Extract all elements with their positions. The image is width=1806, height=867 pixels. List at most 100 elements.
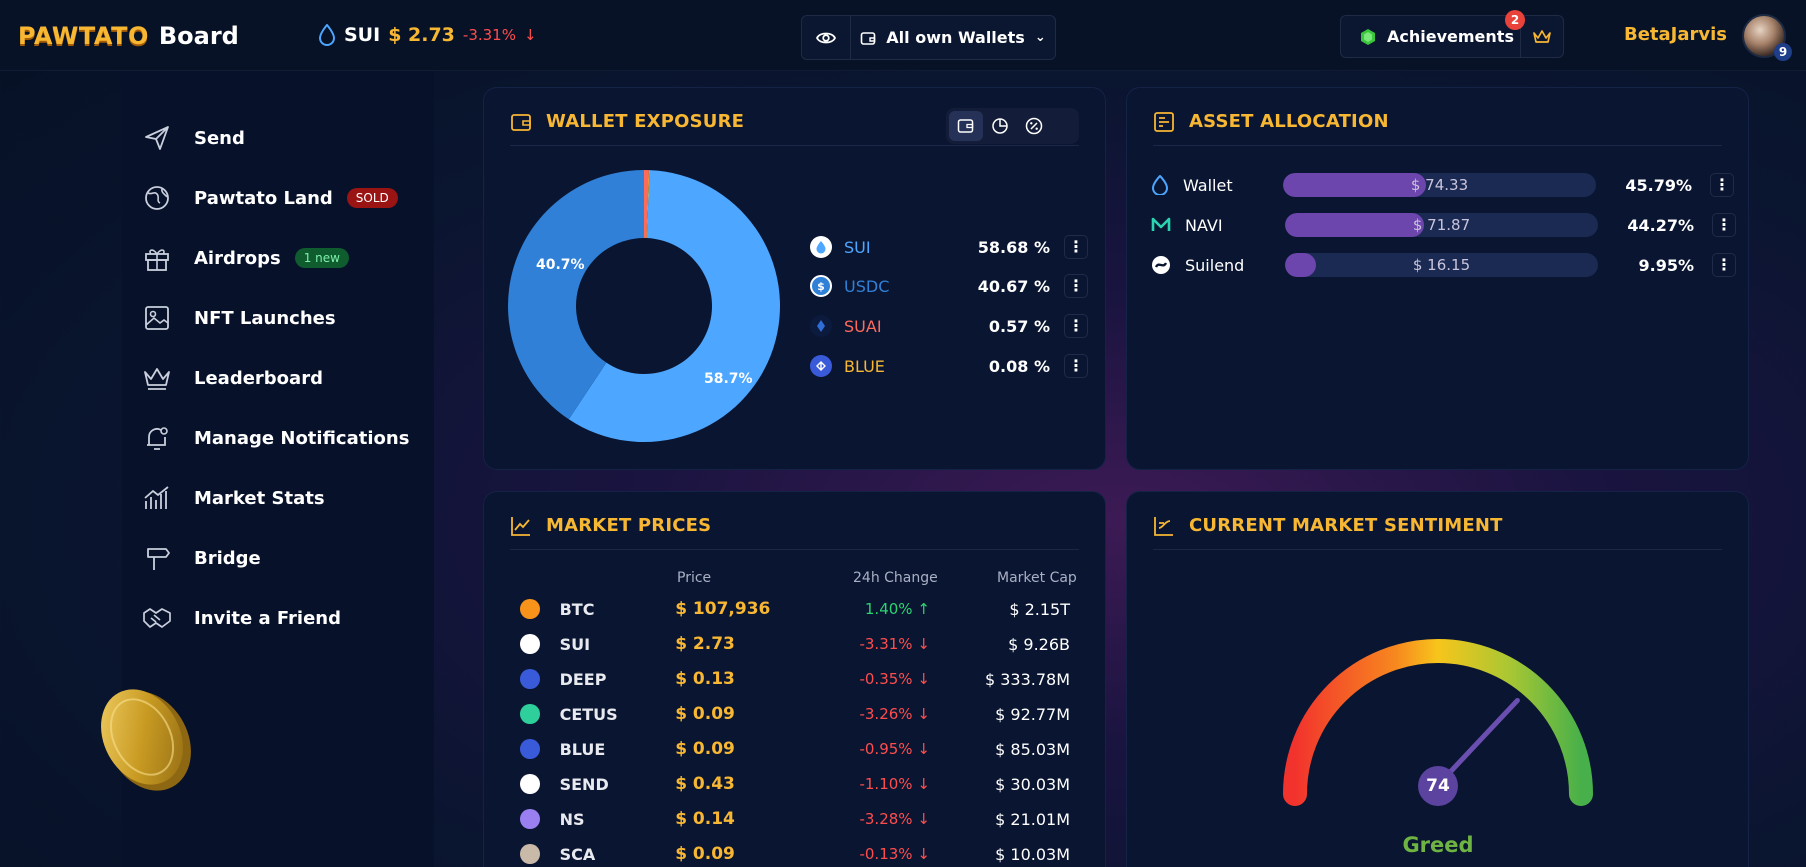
- sidebar-item-bridge[interactable]: Bridge: [142, 538, 261, 578]
- bell-icon: [147, 427, 168, 450]
- bridge-icon: [147, 548, 170, 570]
- crown-icon: [1533, 29, 1551, 43]
- exposure-donut-chart: 40.7% 58.7%: [508, 170, 780, 443]
- board-label: Board: [158, 22, 239, 50]
- donut-slice-usdc[interactable]: [508, 170, 644, 420]
- allocation-bar: $ 16.15: [1285, 253, 1598, 277]
- coin-market-cap: $ 10.03M: [995, 844, 1070, 864]
- donut-slice-suai[interactable]: [644, 170, 649, 239]
- donut-slice-blue[interactable]: [646, 170, 650, 239]
- legend-name: BLUE: [844, 356, 885, 376]
- table-row[interactable]: SCA $ 0.09 -0.13% ↓ $ 10.03M: [520, 841, 1070, 867]
- legend-pct: 40.67 %: [977, 276, 1050, 296]
- table-row[interactable]: CETUS $ 0.09 -3.26% ↓ $ 92.77M: [520, 701, 1070, 727]
- wallet-view-button[interactable]: [949, 111, 983, 141]
- more-options-button[interactable]: ⋮: [1064, 274, 1088, 298]
- ticker-symbol: SUI: [344, 24, 381, 46]
- sidebar-item-label: Invite a Friend: [194, 607, 342, 629]
- percent-view-button[interactable]: [1017, 111, 1051, 141]
- allocation-name: Wallet: [1183, 175, 1233, 195]
- chart-icon: [144, 486, 169, 509]
- sidebar-item-label: NFT Launches: [194, 307, 336, 329]
- coin-icon: [520, 739, 540, 759]
- username[interactable]: BetaJarvis: [1624, 24, 1728, 45]
- coin-change-value: -0.95%: [859, 740, 913, 758]
- coin-symbol: SEND: [559, 774, 609, 794]
- handshake-icon: [143, 608, 171, 628]
- sidebar-item-manage-notifications[interactable]: Manage Notifications: [142, 418, 409, 458]
- allocation-row: Suilend $ 16.15 9.95% ⋮: [1151, 252, 1736, 278]
- coin-change: 1.40% ↑: [822, 600, 930, 618]
- gauge-arc: [1283, 639, 1593, 806]
- wallet-select-label: All own Wallets: [886, 28, 1025, 47]
- coin-change: -3.31% ↓: [822, 635, 930, 653]
- toggle-visibility-button[interactable]: [802, 16, 851, 59]
- arrow-down-icon: ↓: [917, 635, 930, 653]
- brand-name: PAWTATO: [18, 22, 149, 50]
- coin-change-value: -1.10%: [859, 775, 913, 793]
- more-options-button[interactable]: ⋮: [1064, 235, 1088, 259]
- coin-symbol: CETUS: [559, 704, 618, 724]
- table-row[interactable]: SUI $ 2.73 -3.31% ↓ $ 9.26B: [520, 631, 1070, 657]
- allocation-row: Wallet $ 74.33 45.79% ⋮: [1151, 172, 1734, 198]
- legend-pct: 58.68 %: [977, 237, 1050, 257]
- allocation-value: $ 74.33: [1410, 176, 1469, 194]
- legend-item: SUAI 0.57 % ⋮: [810, 313, 1095, 339]
- pie-view-button[interactable]: [983, 111, 1017, 141]
- usdc-slice-label: 40.7%: [536, 257, 585, 273]
- sidebar-item-nft-launches[interactable]: NFT Launches: [142, 298, 336, 338]
- coin-price: $ 107,936: [675, 599, 771, 619]
- table-row[interactable]: SEND $ 0.43 -1.10% ↓ $ 30.03M: [520, 771, 1070, 797]
- more-options-button[interactable]: ⋮: [1064, 354, 1088, 378]
- allocation-pct: 45.79%: [1625, 175, 1692, 195]
- sidebar-item-market-stats[interactable]: Market Stats: [142, 478, 325, 518]
- sidebar-item-pawtato-land[interactable]: Pawtato Land SOLD: [142, 178, 398, 218]
- arrow-down-icon: ↓: [917, 845, 930, 863]
- crown-button[interactable]: [1521, 16, 1563, 57]
- sidebar-item-send[interactable]: Send: [142, 118, 245, 158]
- more-options-button[interactable]: ⋮: [1712, 213, 1736, 237]
- wallet-select[interactable]: All own Wallets ⌄: [851, 16, 1055, 59]
- coin-icon: [520, 844, 540, 864]
- sidebar-item-airdrops[interactable]: Airdrops 1 new: [142, 238, 349, 278]
- coin-market-cap: $ 92.77M: [995, 704, 1070, 724]
- more-options-button[interactable]: ⋮: [1064, 314, 1088, 338]
- avatar[interactable]: [1742, 14, 1786, 58]
- coin-change-value: -3.31%: [859, 635, 913, 653]
- sentiment-value: 74: [1418, 766, 1458, 806]
- view-toggle: [946, 108, 1079, 144]
- donut-slice-sui[interactable]: [568, 170, 780, 443]
- coin-price: $ 0.13: [675, 669, 735, 689]
- navi-logo-icon: [1151, 217, 1171, 231]
- sui-coin-icon: [810, 236, 832, 258]
- sidebar-item-label: Leaderboard: [194, 367, 323, 389]
- gem-icon: [1361, 28, 1375, 45]
- legend-name: USDC: [844, 276, 890, 296]
- table-row[interactable]: BTC $ 107,936 1.40% ↑ $ 2.15T: [520, 596, 1070, 622]
- sui-drop-icon: [1151, 175, 1169, 195]
- coin-price: $ 0.09: [675, 704, 735, 724]
- sidebar-item-invite-a-friend[interactable]: Invite a Friend: [142, 598, 341, 638]
- sidebar-item-label: Bridge: [194, 547, 261, 569]
- arrow-down-icon: ↓: [917, 670, 930, 688]
- achievements-button[interactable]: Achievements 2: [1341, 10, 1525, 57]
- sidebar-item-leaderboard[interactable]: Leaderboard: [142, 358, 323, 398]
- coin-icon: [520, 809, 540, 829]
- more-options-button[interactable]: ⋮: [1712, 253, 1736, 277]
- gift-icon: [145, 249, 169, 271]
- ticker-change: -3.31%: [462, 26, 516, 44]
- table-row[interactable]: DEEP $ 0.13 -0.35% ↓ $ 333.78M: [520, 666, 1070, 692]
- coin-market-cap: $ 30.03M: [995, 774, 1070, 794]
- allocation-bar-fill: [1283, 173, 1427, 197]
- more-options-button[interactable]: ⋮: [1710, 173, 1734, 197]
- sidebar-item-label: Send: [194, 127, 245, 149]
- sidebar-item-label: Market Stats: [194, 487, 325, 509]
- allocation-bar-fill: [1285, 253, 1317, 277]
- sentiment-label: Greed: [1402, 833, 1474, 857]
- table-row[interactable]: NS $ 0.14 -3.28% ↓ $ 21.01M: [520, 806, 1070, 832]
- column-header-market-cap: Market Cap: [997, 570, 1077, 586]
- table-row[interactable]: BLUE $ 0.09 -0.95% ↓ $ 85.03M: [520, 736, 1070, 762]
- allocation-bar-fill: [1285, 213, 1424, 237]
- logo[interactable]: PAWTATO Board: [18, 22, 239, 50]
- coin-symbol: SCA: [559, 844, 596, 864]
